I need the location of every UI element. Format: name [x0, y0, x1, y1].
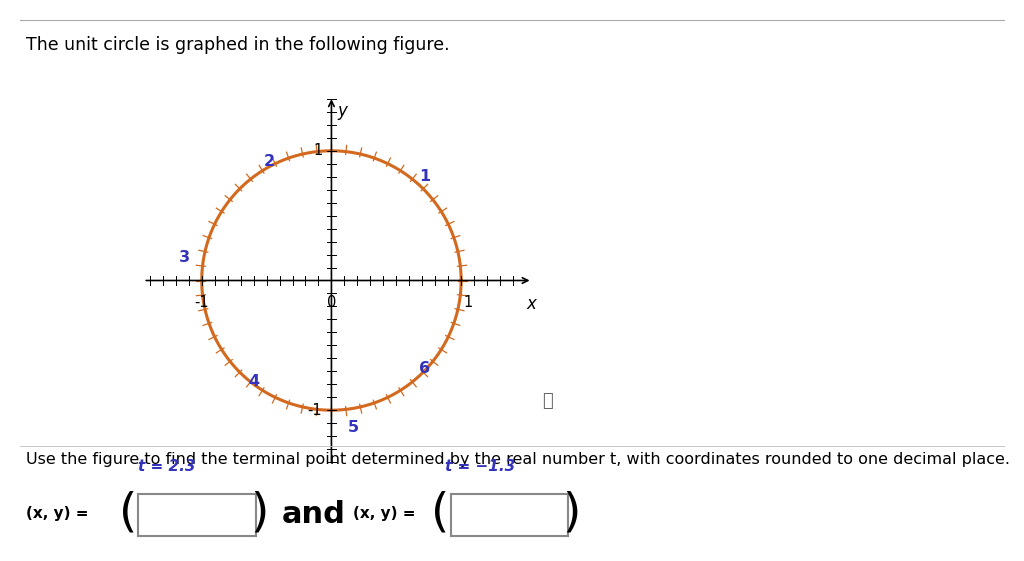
Text: t = 2.3: t = 2.3: [138, 459, 196, 474]
Text: (: (: [431, 491, 450, 536]
Text: ⓘ: ⓘ: [543, 392, 553, 410]
Text: 1: 1: [464, 295, 473, 310]
Text: ): ): [562, 491, 581, 536]
Text: Use the figure to find the terminal point determined by the real number t, with : Use the figure to find the terminal poin…: [26, 452, 1010, 467]
Text: and: and: [282, 500, 345, 530]
Text: -1: -1: [195, 295, 209, 310]
Text: 5: 5: [348, 420, 359, 435]
Text: (x, y) =: (x, y) =: [353, 506, 416, 521]
Text: 3: 3: [179, 250, 190, 265]
Text: 1: 1: [419, 169, 430, 184]
Text: 4: 4: [248, 374, 259, 389]
Text: 1: 1: [313, 143, 323, 158]
Text: t = −1.3: t = −1.3: [445, 459, 516, 474]
Text: y: y: [337, 102, 347, 120]
Text: The unit circle is graphed in the following figure.: The unit circle is graphed in the follow…: [26, 36, 450, 54]
Text: (: (: [119, 491, 137, 536]
Text: 2: 2: [263, 154, 274, 169]
Text: 0: 0: [327, 295, 336, 310]
Text: ): ): [250, 491, 268, 536]
Text: -1: -1: [308, 403, 323, 418]
Text: (x, y) =: (x, y) =: [26, 506, 88, 521]
Text: 6: 6: [419, 361, 430, 376]
Text: x: x: [526, 296, 537, 314]
